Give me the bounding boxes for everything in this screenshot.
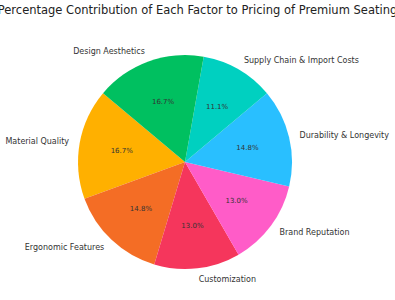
slice-label: Ergonomic Features (25, 243, 105, 252)
data-label: 13.0% (225, 197, 248, 205)
data-label: 14.8% (236, 144, 259, 152)
slice-label: Brand Reputation (280, 228, 350, 237)
slice-label: Material Quality (5, 137, 69, 146)
pie: Material Quality Ergonomic Features Custom… (5, 47, 389, 284)
slice-label: Durability & Longevity (299, 131, 389, 140)
data-label: 16.7% (152, 98, 175, 106)
slice (103, 55, 204, 162)
data-label: 16.7% (111, 147, 134, 155)
title: Percentage Contribution of Each Factor t… (0, 3, 395, 17)
data-label: 14.8% (130, 205, 153, 213)
slice-label: Design Aesthetics (73, 47, 145, 56)
slice-label: Customization (199, 275, 256, 284)
slice-label: Supply Chain & Import Costs (244, 56, 359, 65)
data-label: 13.0% (181, 222, 204, 230)
data-label: 11.1% (206, 103, 229, 111)
chart: Percentage Contribution of Each Factor t… (0, 0, 395, 300)
